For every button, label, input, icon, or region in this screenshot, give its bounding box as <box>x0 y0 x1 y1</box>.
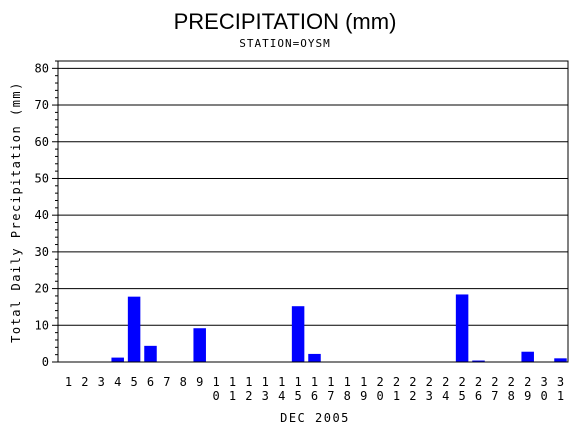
y-tick-label: 0 <box>42 355 49 369</box>
bar <box>472 360 485 362</box>
bar <box>455 294 469 362</box>
bar <box>308 353 321 362</box>
bars <box>111 294 567 362</box>
y-tick-label: 80 <box>35 61 49 75</box>
y-tick-label: 50 <box>35 171 49 185</box>
x-tick-label: 6 <box>147 375 154 389</box>
y-axis-label: Total Daily Precipitation (mm) <box>9 81 23 343</box>
x-tick-label: 5 <box>130 375 137 389</box>
bar <box>554 358 567 362</box>
x-tick-label: 2 <box>81 375 88 389</box>
x-tick-label: 1 <box>65 375 72 389</box>
y-axis: 0 10 20 30 40 50 60 70 80 <box>35 60 58 369</box>
y-tick-label: 20 <box>35 282 49 296</box>
x-axis: 1 2 3 4 5 6 7 8 9 1 01 11 21 31 41 51 61 71 81 92 02 12 22 32 42… <box>65 375 564 403</box>
chart-subtitle: STATION=OYSM <box>239 37 330 50</box>
y-tick-label: 70 <box>35 98 49 112</box>
gridlines <box>58 67 568 326</box>
bar <box>127 296 141 362</box>
bar <box>144 345 157 362</box>
y-tick-label: 40 <box>35 208 49 222</box>
bar <box>521 351 534 362</box>
x-tick-label: 8 <box>180 375 187 389</box>
x-tick-label: 9 <box>196 375 203 389</box>
y-tick-label: 30 <box>35 245 49 259</box>
y-tick-label: 60 <box>35 135 49 149</box>
bar <box>111 357 124 362</box>
bar <box>193 328 206 362</box>
x-axis-label: DEC 2005 <box>280 411 350 425</box>
plot-frame <box>57 60 569 363</box>
x-tick-label: 4 <box>114 375 121 389</box>
bar <box>291 306 305 362</box>
chart-title: PRECIPITATION (mm) <box>174 9 397 34</box>
x-tick-label: 7 <box>163 375 170 389</box>
x-tick-label: 3 <box>98 375 105 389</box>
y-tick-label: 10 <box>35 318 49 332</box>
